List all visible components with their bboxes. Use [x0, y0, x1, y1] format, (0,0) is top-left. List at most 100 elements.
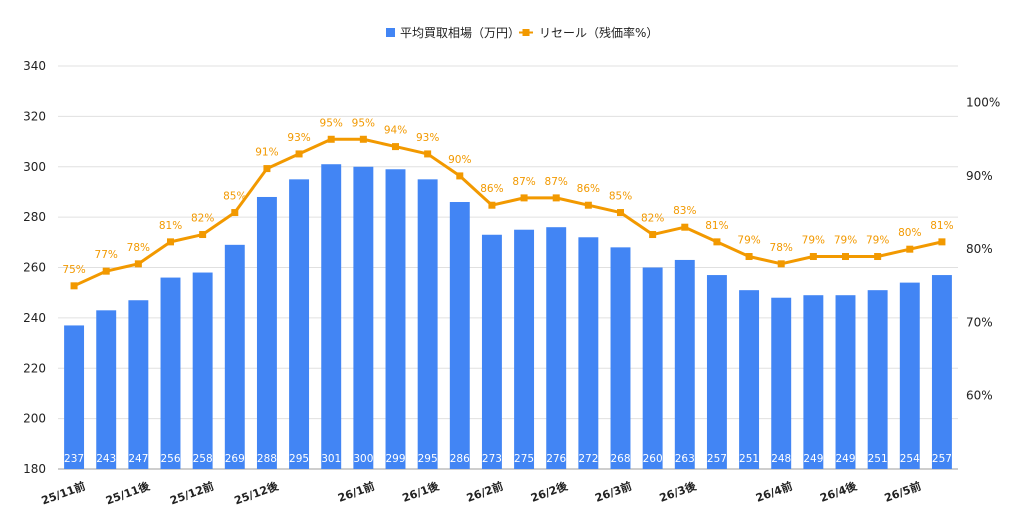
bar-value-label: 276: [546, 453, 566, 465]
bar-value-label: 295: [418, 453, 438, 465]
y-right-tick-label: 100%: [966, 96, 1000, 110]
line-value-label: 79%: [834, 235, 857, 247]
x-tick-label: 26/4前: [754, 479, 794, 505]
bar: [674, 259, 695, 469]
bar: [96, 310, 117, 469]
line-series: [70, 135, 946, 290]
legend-label-bar: 平均買取相場（万円）: [400, 26, 520, 40]
line-point: [456, 172, 464, 180]
line-value-label: 86%: [577, 183, 600, 195]
bar: [192, 272, 213, 469]
line-point: [552, 194, 560, 202]
bar-series: [64, 164, 952, 470]
bar: [449, 202, 470, 469]
x-tick-label: 26/5前: [882, 479, 922, 505]
line-value-label: 94%: [384, 125, 407, 137]
bar-value-label: 273: [482, 453, 502, 465]
line-value-label: 79%: [737, 235, 760, 247]
line-value-label: 81%: [930, 220, 953, 232]
legend-swatch-point: [522, 29, 530, 36]
bar-value-label: 251: [868, 453, 888, 465]
x-tick-label: 26/3前: [593, 479, 633, 505]
y-right-tick-label: 60%: [966, 389, 993, 403]
line-point: [199, 231, 207, 239]
line-point: [938, 238, 946, 246]
x-tick-label: 26/4後: [818, 478, 859, 504]
bar-value-label: 260: [643, 453, 663, 465]
bar-value-label: 258: [193, 453, 213, 465]
line-value-label: 78%: [127, 242, 150, 254]
line-value-label: 87%: [512, 176, 535, 188]
bar-value-label: 275: [514, 453, 534, 465]
bar-value-label: 288: [257, 453, 277, 465]
x-tick-label: 26/2前: [464, 479, 504, 505]
line-value-label: 79%: [802, 235, 825, 247]
bar: [256, 196, 277, 469]
y-left-tick-label: 320: [23, 109, 46, 123]
y-right-tick-label: 70%: [966, 315, 993, 329]
x-tick-label: 25/11前: [39, 479, 87, 508]
bar: [739, 290, 760, 469]
y-left-tick-label: 220: [23, 361, 46, 375]
line-value-label: 87%: [545, 176, 568, 188]
y-left-tick-label: 180: [23, 462, 46, 476]
bar: [578, 237, 599, 469]
x-tick-label: 25/12後: [232, 478, 281, 507]
line-point: [359, 135, 367, 143]
line-point: [617, 209, 624, 217]
bar-value-label: 295: [289, 453, 309, 465]
line-path: [73, 137, 943, 288]
bar: [706, 275, 727, 469]
bar: [385, 169, 406, 470]
bar-value-label: 249: [835, 453, 855, 465]
bar-value-label: 249: [803, 453, 823, 465]
bar: [160, 277, 181, 469]
line-value-label: 82%: [191, 213, 214, 225]
line-point: [295, 150, 303, 158]
line-point: [102, 267, 110, 275]
line-point: [906, 245, 914, 253]
line-value-label: 93%: [416, 132, 439, 144]
bar: [835, 295, 856, 469]
y-left-tick-label: 340: [23, 59, 46, 73]
bar: [128, 300, 149, 469]
x-tick-label: 25/12前: [168, 479, 216, 508]
line-point: [874, 253, 882, 261]
bar: [546, 227, 567, 469]
y-left-tick-label: 300: [23, 160, 46, 174]
line-point: [842, 253, 849, 261]
bar-value-label: 286: [450, 453, 470, 465]
bar-value-label: 243: [96, 453, 116, 465]
line-point: [327, 135, 335, 143]
bar-value-label: 256: [160, 453, 180, 465]
y-axis-left: 180 200 220 240 260 280 300 320 340: [23, 59, 46, 476]
bar-value-label: 263: [675, 453, 695, 465]
line-point: [167, 238, 174, 246]
line-point: [520, 194, 528, 202]
y-right-tick-label: 90%: [966, 169, 993, 183]
bar-value-label: 251: [739, 453, 759, 465]
line-point: [424, 150, 432, 158]
x-tick-label: 26/3後: [657, 478, 698, 504]
bar: [224, 244, 245, 469]
legend-swatch-bar: [386, 28, 395, 37]
line-value-label: 91%: [255, 147, 278, 159]
line-value-label: 83%: [673, 205, 696, 217]
line-value-label: 85%: [609, 191, 632, 203]
line-value-label: 77%: [95, 249, 118, 261]
bar: [610, 247, 631, 469]
x-tick-label: 26/2後: [529, 478, 570, 504]
line-point: [231, 209, 239, 217]
bar-value-label: 299: [385, 453, 405, 465]
line-point: [745, 253, 753, 261]
bar: [931, 275, 952, 469]
line-value-label: 82%: [641, 213, 664, 225]
y-left-tick-label: 260: [23, 261, 46, 275]
bar-value-label: 300: [353, 453, 373, 465]
bar-value-label: 268: [610, 453, 630, 465]
y-axis-right: 60% 70% 80% 90% 100%: [966, 96, 1000, 403]
line-value-label: 86%: [480, 183, 503, 195]
y-right-tick-label: 80%: [966, 242, 993, 256]
bar: [321, 164, 342, 469]
